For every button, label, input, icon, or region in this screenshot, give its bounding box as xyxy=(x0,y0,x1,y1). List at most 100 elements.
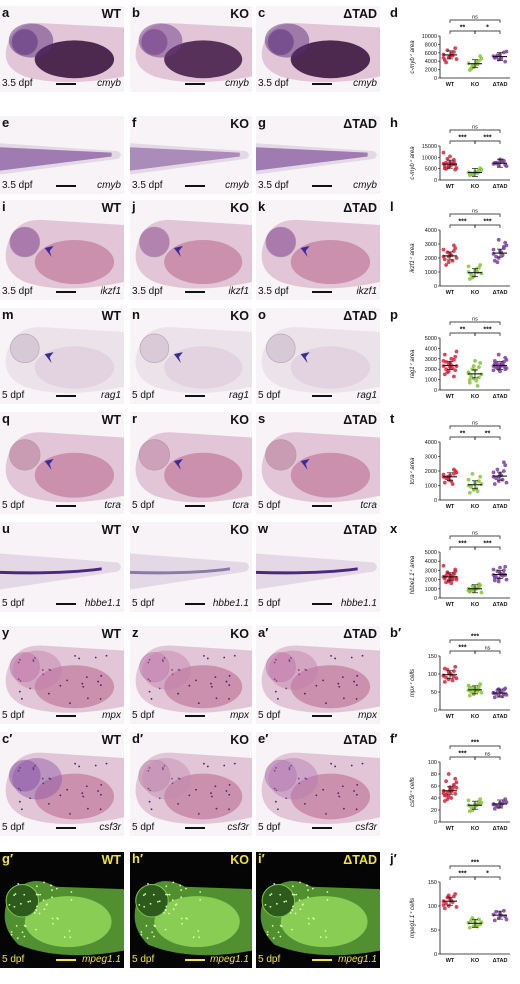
stained-cell xyxy=(19,766,21,769)
stained-cell xyxy=(330,762,332,765)
eye xyxy=(5,883,40,918)
stained-cell xyxy=(210,792,212,795)
data-point xyxy=(478,263,483,267)
stained-cell xyxy=(100,783,103,786)
macrophage-dot xyxy=(52,922,54,925)
panel-label: s xyxy=(258,412,266,426)
yolk-region xyxy=(290,773,371,820)
macrophage-dot xyxy=(51,896,53,899)
dot-plot: j′ 0 50 100 150 mpeg1.1⁺ cells WT KO ΔTAD *** * *** xyxy=(390,852,520,968)
stained-cell xyxy=(94,656,97,659)
specimen-drawing xyxy=(261,432,380,503)
stained-cell xyxy=(29,797,32,800)
stained-cell xyxy=(171,669,173,671)
x-tick-label: ΔTAD xyxy=(493,504,508,510)
y-tick-label: 1000 xyxy=(425,378,437,384)
data-point xyxy=(442,372,447,377)
specimen-drawing xyxy=(261,752,380,825)
data-point xyxy=(471,364,476,368)
gene-label: cmyb xyxy=(353,78,377,89)
scale-bar xyxy=(55,827,76,829)
genotype-label: ΔTAD xyxy=(343,733,377,747)
stage-label: 3.5 dpf xyxy=(258,180,289,191)
stained-cell xyxy=(197,702,200,705)
macrophage-dot xyxy=(307,889,309,892)
macrophage-dot xyxy=(165,893,167,896)
significance-bracket xyxy=(449,213,501,217)
micrograph-panel: j KO 3.5 dpf ikzf1 xyxy=(130,200,252,300)
data-point xyxy=(452,669,456,674)
data-point xyxy=(478,474,483,479)
stained-cell xyxy=(81,682,84,685)
data-point xyxy=(442,480,447,485)
y-tick-label: 60 xyxy=(431,784,437,790)
stained-cell xyxy=(361,762,364,765)
macrophage-dot xyxy=(149,902,152,905)
macrophage-dot xyxy=(165,885,168,888)
gene-label: rag1 xyxy=(100,390,121,401)
data-point xyxy=(449,356,454,361)
y-tick-label: 2000 xyxy=(425,469,437,475)
micrograph-panel: u WT 5 dpf hbbe1.1 xyxy=(0,522,124,612)
stained-cell xyxy=(285,797,288,800)
specimen-drawing xyxy=(0,553,121,590)
data-point xyxy=(504,480,509,485)
significance-label: *** xyxy=(471,860,479,867)
gene-label: rag1 xyxy=(228,390,249,401)
x-tick-label: ΔTAD xyxy=(493,714,508,720)
macrophage-dot xyxy=(15,924,18,927)
stage-label: 5 dpf xyxy=(2,598,25,609)
stained-cell xyxy=(171,782,174,785)
macrophage-dot xyxy=(46,903,49,906)
panel-label: i xyxy=(2,200,6,214)
macrophage-dot xyxy=(273,883,276,885)
genotype-label: ΔTAD xyxy=(343,413,377,427)
arrowhead-icon xyxy=(300,246,310,257)
y-axis-label: hbbe1.1⁺ area xyxy=(409,555,416,594)
plot-panel-label: j′ xyxy=(390,851,397,866)
micrograph-panel: a WT 3.5 dpf cmyb xyxy=(0,6,124,92)
significance-bracket xyxy=(449,745,501,749)
data-point xyxy=(454,905,459,909)
y-tick-label: 1000 xyxy=(425,270,437,276)
stained-cell xyxy=(48,692,50,695)
stage-label: 5 dpf xyxy=(258,710,281,721)
stage-label: 5 dpf xyxy=(258,500,281,511)
data-point xyxy=(499,56,504,61)
macrophage-dot xyxy=(8,904,11,906)
yolk-region xyxy=(34,773,115,820)
stained-cell xyxy=(202,654,205,657)
x-tick-label: WT xyxy=(446,602,455,608)
plot-panel-label: l xyxy=(390,199,394,214)
x-tick-label: KO xyxy=(471,826,480,832)
stage-label: 5 dpf xyxy=(132,954,155,965)
data-point xyxy=(492,578,497,583)
macrophage-dot xyxy=(180,917,183,920)
data-point xyxy=(496,579,501,584)
data-point xyxy=(479,167,484,172)
micrograph-panel: a′ ΔTAD 5 dpf mpx xyxy=(256,626,380,724)
x-tick-label: KO xyxy=(471,958,480,964)
micrograph-panel: g′ WT 5 dpf mpeg1.1 xyxy=(0,852,124,968)
stained-cell xyxy=(275,680,278,682)
scale-bar xyxy=(55,959,76,961)
stained-cell xyxy=(290,657,292,659)
macrophage-dot xyxy=(36,905,38,908)
stained-cell xyxy=(273,661,276,664)
data-point xyxy=(454,256,459,260)
significance-label: ns xyxy=(472,317,478,323)
stained-cell xyxy=(161,767,164,769)
micrograph-panel: k ΔTAD 3.5 dpf ikzf1 xyxy=(256,200,380,300)
micrograph-panel: o ΔTAD 5 dpf rag1 xyxy=(256,308,380,404)
genotype-label: WT xyxy=(101,853,121,867)
panel-label: j xyxy=(132,200,136,214)
data-point xyxy=(449,581,454,586)
significance-label: *** xyxy=(483,327,491,334)
stained-cell xyxy=(147,787,150,790)
significance-label: * xyxy=(486,25,489,32)
micrograph-panel: n KO 5 dpf rag1 xyxy=(130,308,252,404)
genotype-label: ΔTAD xyxy=(343,627,377,641)
data-point xyxy=(452,243,456,248)
stained-cell xyxy=(228,684,231,687)
data-point xyxy=(446,670,451,675)
